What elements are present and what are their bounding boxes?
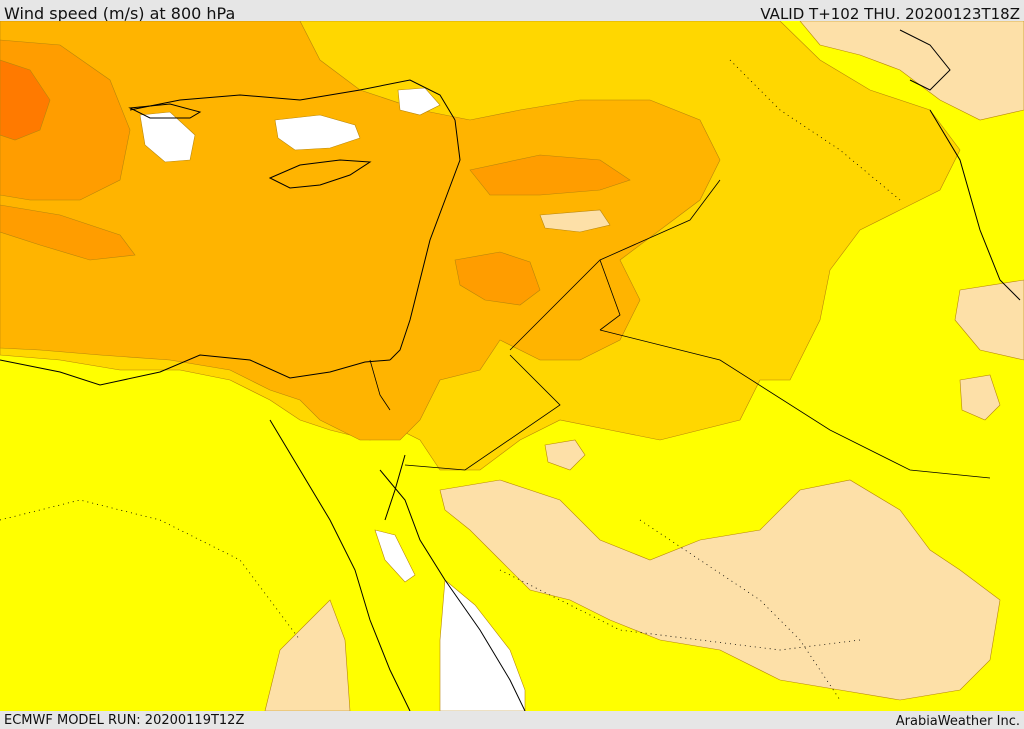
coast-red-sea-east (379, 469, 526, 711)
weak-wind-arabia (439, 479, 1001, 701)
coastlines (0, 29, 1021, 711)
credit-text: ArabiaWeather Inc. (895, 714, 1020, 729)
boundary-arabia-1 (499, 569, 861, 651)
weak-wind-ne (799, 21, 1024, 121)
coast-red-sea-west (269, 419, 411, 711)
border-iraq-saudi (599, 329, 991, 479)
calm-area-redsea-south (439, 579, 526, 711)
coast-cyprus (268, 159, 372, 189)
map-title: Wind speed (m/s) at 800 hPa (4, 4, 236, 23)
valid-time: VALID T+102 THU. 20200123T18Z (760, 5, 1020, 23)
header-bar (0, 0, 1024, 21)
weak-wind-patch-2 (539, 209, 611, 233)
dotted-boundaries (0, 59, 901, 701)
coast-caspian (899, 29, 951, 91)
coast-persian-gulf (929, 109, 1021, 301)
wind-core-streak (0, 204, 136, 261)
footer-bar (0, 711, 1024, 729)
wind-core-levant (469, 154, 631, 196)
weak-wind-patch-3 (959, 374, 1001, 421)
weak-wind-egypt (264, 599, 351, 711)
borders (369, 179, 991, 479)
border-syria-iraq (599, 259, 621, 331)
calm-area-turkey (397, 87, 441, 116)
coast-gulf-of-aqaba (384, 454, 406, 521)
border-jordan-saudi (404, 354, 561, 471)
weak-wind-gulf (954, 279, 1024, 361)
coast-egypt-north (0, 354, 391, 386)
wind-max-west (0, 59, 51, 141)
wind-core-syria (454, 251, 541, 306)
weak-wind-patch-1 (544, 439, 586, 471)
calm-area-redsea-north (374, 529, 416, 583)
coast-levant (389, 119, 461, 361)
wind-speed-map (0, 21, 1024, 711)
coast-crete (128, 103, 202, 119)
boundary-iran (729, 59, 901, 201)
calm-area-cyprus (274, 114, 361, 151)
calm-area-crete (139, 111, 196, 163)
model-run: ECMWF MODEL RUN: 20200119T12Z (4, 713, 245, 728)
border-egypt-sudan (369, 359, 391, 411)
border-iraq (509, 179, 721, 351)
coast-turkey-south (129, 79, 456, 121)
